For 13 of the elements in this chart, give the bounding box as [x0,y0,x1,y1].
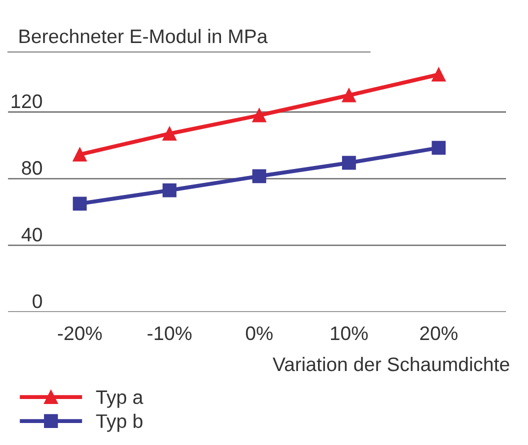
x-tick-label: 20% [420,326,458,340]
chart-title: Berechneter E-Modul in MPa [20,28,268,44]
y-tick-label: 120 [12,94,42,108]
y-tick-label: 80 [22,161,42,175]
x-axis-title: Variation der Schaumdichte [272,356,510,372]
x-tick-label: -20% [58,326,102,340]
x-tick-label: 0% [246,326,273,340]
x-tick-label: 10% [330,326,368,340]
y-tick-label: 40 [22,228,42,242]
y-tick-label: 0 [32,294,42,308]
legend-label: Typ a [96,390,144,408]
legend-label: Typ b [96,414,142,432]
x-tick-label: -10% [148,326,192,340]
